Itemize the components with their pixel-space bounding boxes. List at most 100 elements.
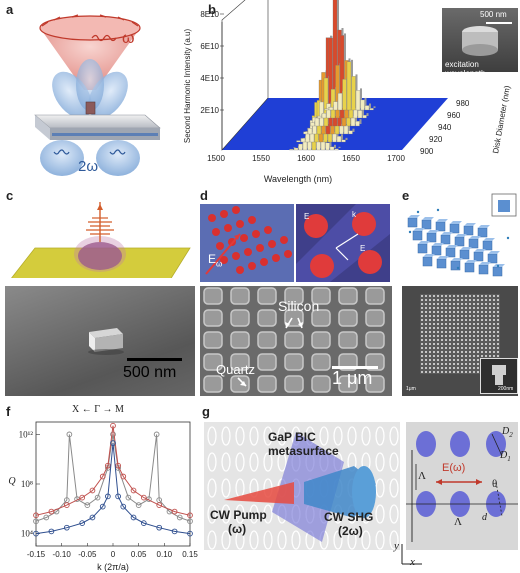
shg-label: CW SHG	[324, 510, 374, 524]
data-point	[105, 462, 111, 469]
array-dot	[485, 343, 487, 345]
array-dot	[445, 327, 447, 329]
array-dot	[493, 343, 495, 345]
nanocube	[436, 258, 447, 269]
unit-cell-diagram	[406, 431, 518, 542]
nanocube	[473, 251, 484, 262]
nanocube-top	[451, 258, 463, 261]
oval-resonator	[207, 478, 217, 498]
array-dot	[453, 351, 455, 353]
bar	[324, 108, 329, 111]
array-dot	[477, 295, 479, 297]
array-dot	[465, 343, 467, 345]
pillar	[257, 375, 277, 393]
y-tick-label: 2E10	[200, 106, 219, 115]
bar-side	[334, 144, 336, 148]
array-dot	[489, 347, 491, 349]
oval-resonator	[333, 426, 343, 446]
pump-wave	[91, 34, 117, 42]
z-tick-label: 900	[420, 147, 434, 156]
array-dot	[453, 319, 455, 321]
array-dot	[469, 315, 471, 317]
array-dot	[469, 355, 471, 357]
array-dot	[437, 299, 439, 301]
array-dot	[437, 335, 439, 337]
array-dot	[457, 367, 459, 369]
array-dot	[461, 359, 463, 361]
array-dot	[429, 359, 431, 361]
array-dot	[441, 315, 443, 317]
array-dot	[469, 327, 471, 329]
g-right-box: E(ω) D2 D1 Λ Λ θ d	[406, 422, 518, 550]
bar-side	[362, 108, 364, 116]
array-dot	[453, 343, 455, 345]
array-dot	[445, 359, 447, 361]
z-tick-label: 920	[429, 135, 443, 144]
bar-side	[366, 113, 369, 116]
oval-resonator	[277, 426, 287, 446]
panel-f-title: X ← Γ → M	[72, 404, 124, 415]
pillar	[284, 375, 304, 393]
data-point	[48, 528, 55, 535]
sem-d: Silicon Quartz 1 μm	[200, 286, 392, 396]
array-dot	[489, 295, 491, 297]
array-dot	[461, 323, 463, 325]
bar-side	[293, 147, 296, 148]
data-point	[125, 494, 132, 501]
array-dot	[497, 319, 499, 321]
array-dot	[437, 311, 439, 313]
oval-resonator	[221, 530, 231, 550]
array-dot	[485, 315, 487, 317]
bar-side	[338, 146, 341, 148]
particle	[408, 230, 412, 234]
array-dot	[421, 303, 423, 305]
pillar	[311, 353, 331, 371]
array-dot	[473, 331, 475, 333]
array-dot	[453, 367, 455, 369]
data-point	[115, 462, 121, 469]
panel-g: g GaP BIC metasurface CW Pump (ω) CW SHG…	[200, 400, 520, 573]
inset-cube	[498, 200, 510, 212]
array-dot	[433, 319, 435, 321]
array-dot	[461, 347, 463, 349]
z-tick-label: 960	[447, 111, 461, 120]
data-point	[89, 514, 96, 521]
pillar	[284, 287, 304, 305]
array-dot	[457, 315, 459, 317]
array-dot	[473, 363, 475, 365]
array-dot	[485, 307, 487, 309]
array-dot	[469, 371, 471, 373]
array-dot	[469, 347, 471, 349]
array-dot	[453, 327, 455, 329]
array-dot	[453, 363, 455, 365]
array-dot	[473, 311, 475, 313]
z-axis-title: Disk Diameter (nm)	[491, 85, 512, 155]
array-dot	[445, 335, 447, 337]
array-dot	[453, 371, 455, 373]
inset-sem-disk: 500 nm excitation wavelength	[442, 8, 518, 72]
array-dot	[461, 351, 463, 353]
shg-wave-right	[109, 149, 126, 155]
array-dot	[449, 311, 451, 313]
array-dot	[457, 351, 459, 353]
array-dot	[497, 351, 499, 353]
array-dot	[485, 339, 487, 341]
pillar	[257, 309, 277, 327]
array-dot	[461, 371, 463, 373]
array-dot	[465, 355, 467, 357]
series-line	[35, 443, 191, 535]
oval-resonator	[249, 504, 259, 524]
array-dot	[477, 299, 479, 301]
bar-side	[359, 119, 362, 124]
panel-f: f X ← Γ → M 10⁴ 10⁸ 10¹² Q -0.15 -0.10 -0.05 0 0…	[0, 400, 200, 573]
array-dot	[473, 307, 475, 309]
array-dot	[433, 339, 435, 341]
bar	[355, 90, 361, 111]
array-dot	[441, 371, 443, 373]
nanocube	[449, 223, 460, 234]
z-tick-label: 980	[456, 99, 470, 108]
array-dot	[449, 315, 451, 317]
nanocube-top	[446, 245, 458, 248]
array-dot	[481, 335, 483, 337]
bar	[360, 99, 365, 111]
